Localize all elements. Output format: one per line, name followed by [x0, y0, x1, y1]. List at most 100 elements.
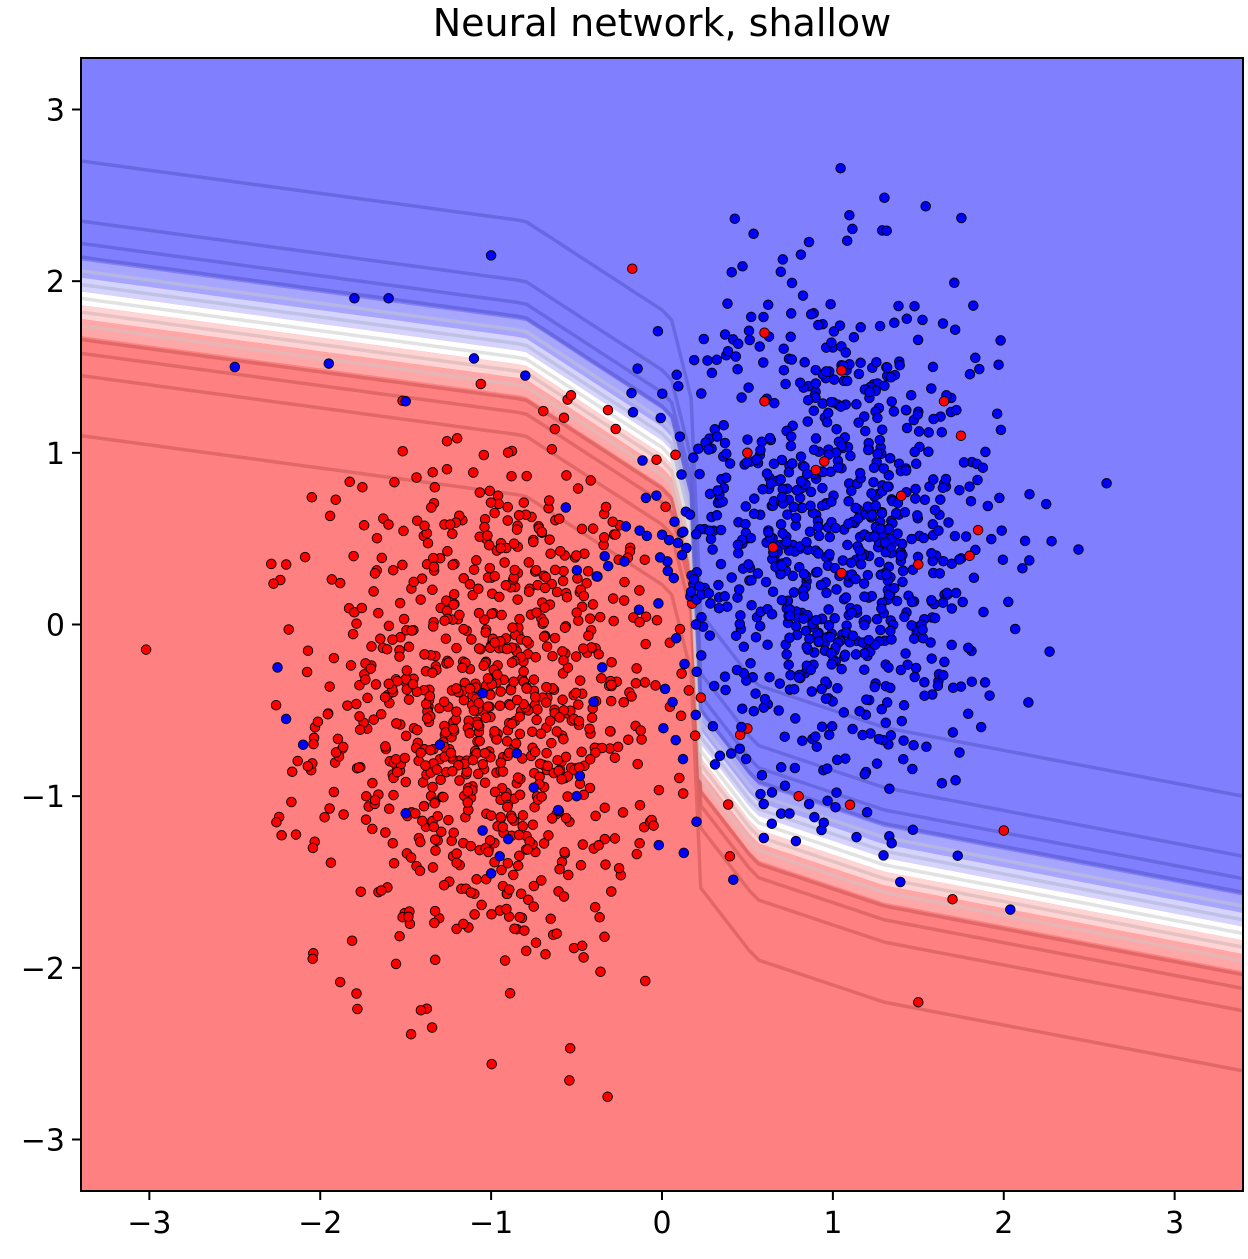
scatter-point: [838, 707, 850, 718]
scatter-point: [458, 623, 469, 635]
scatter-point: [464, 728, 475, 739]
scatter-point: [489, 786, 501, 798]
scatter-point: [785, 308, 797, 319]
scatter-point: [719, 437, 731, 449]
scatter-point: [895, 876, 906, 888]
scatter-point: [489, 507, 500, 519]
scatter-point: [351, 618, 362, 629]
scatter-point: [857, 729, 868, 741]
scatter-point: [678, 526, 689, 538]
scatter-point: [520, 945, 532, 957]
scatter-point: [843, 496, 854, 507]
scatter-point: [609, 752, 621, 763]
scatter-point: [801, 468, 813, 480]
scatter-point: [929, 504, 941, 516]
scatter-point-outlier: [477, 825, 488, 836]
scatter-point: [874, 434, 886, 446]
x-tick-label: 2: [994, 1206, 1013, 1241]
scatter-point: [978, 606, 989, 618]
scatter-point: [847, 723, 858, 735]
scatter-point: [869, 681, 880, 693]
scatter-point: [405, 1028, 417, 1040]
scatter-point: [873, 733, 885, 745]
scatter-point: [718, 419, 729, 431]
scatter-point: [598, 532, 610, 543]
scatter-point: [465, 887, 477, 898]
scatter-point: [908, 739, 919, 751]
scatter-point: [698, 333, 710, 345]
scatter-point-outlier: [520, 370, 531, 381]
scatter-point: [651, 615, 663, 626]
scatter-point: [788, 683, 800, 695]
scatter-point: [495, 542, 507, 554]
scatter-point: [1019, 535, 1031, 547]
scatter-point: [582, 566, 594, 577]
scatter-point: [809, 811, 820, 823]
scatter-point: [909, 446, 920, 458]
scatter-point: [486, 1058, 497, 1070]
scatter-point: [473, 643, 485, 654]
scatter-point: [685, 586, 697, 597]
scatter-point: [438, 696, 450, 707]
scatter-point: [366, 641, 377, 652]
scatter-point: [803, 236, 815, 248]
scatter-point: [631, 848, 643, 860]
scatter-point: [468, 705, 480, 716]
y-tick-label: 3: [46, 94, 65, 129]
scatter-point-outlier: [485, 250, 497, 261]
scatter-point: [308, 738, 319, 750]
scatter-point: [356, 602, 368, 614]
scatter-point: [750, 688, 761, 699]
scatter-point: [954, 747, 965, 758]
scatter-point: [607, 593, 619, 604]
scatter-point: [758, 798, 769, 810]
scatter-point: [346, 935, 358, 946]
scatter-point: [788, 587, 800, 598]
y-tick-label: −2: [21, 952, 65, 987]
scatter-point: [886, 634, 897, 645]
scatter-point: [941, 587, 953, 599]
scatter-point: [480, 627, 491, 638]
scatter-point: [495, 686, 506, 697]
scatter-point: [529, 746, 541, 758]
scatter-point: [518, 497, 530, 508]
scatter-point: [970, 352, 981, 364]
scatter-point: [515, 888, 527, 899]
scatter-point: [912, 409, 924, 420]
scatter-point: [775, 762, 787, 773]
scatter-point: [486, 608, 497, 620]
scatter-point: [844, 209, 855, 221]
scatter-point: [368, 586, 379, 597]
scatter-point: [1003, 596, 1014, 608]
scatter-point: [523, 894, 534, 906]
scatter-point: [939, 656, 950, 668]
scatter-point: [832, 462, 844, 473]
scatter-point: [777, 528, 788, 539]
scatter-point: [389, 476, 400, 488]
scatter-point: [344, 476, 355, 488]
scatter-point: [906, 596, 918, 608]
scatter-point: [571, 564, 583, 576]
scatter-point: [634, 838, 645, 849]
scatter-point: [1044, 646, 1055, 657]
scatter-point: [408, 576, 419, 588]
scatter-point: [302, 645, 314, 656]
scatter-point: [473, 697, 484, 709]
scatter-point: [430, 845, 441, 856]
scatter-point: [619, 556, 630, 567]
scatter-point: [912, 334, 924, 346]
scatter-point: [500, 580, 512, 591]
scatter-point: [993, 359, 1004, 370]
scatter-point: [790, 713, 801, 724]
scatter-point: [801, 536, 812, 548]
scatter-point: [483, 539, 495, 551]
scatter-point: [854, 545, 866, 556]
scatter-point: [896, 715, 908, 727]
scatter-point: [740, 518, 751, 530]
scatter-point: [504, 988, 516, 999]
scatter-point: [584, 782, 596, 794]
scatter-point: [544, 715, 556, 727]
scatter-point: [910, 458, 922, 470]
scatter-point: [785, 331, 796, 343]
scatter-point: [420, 760, 431, 771]
